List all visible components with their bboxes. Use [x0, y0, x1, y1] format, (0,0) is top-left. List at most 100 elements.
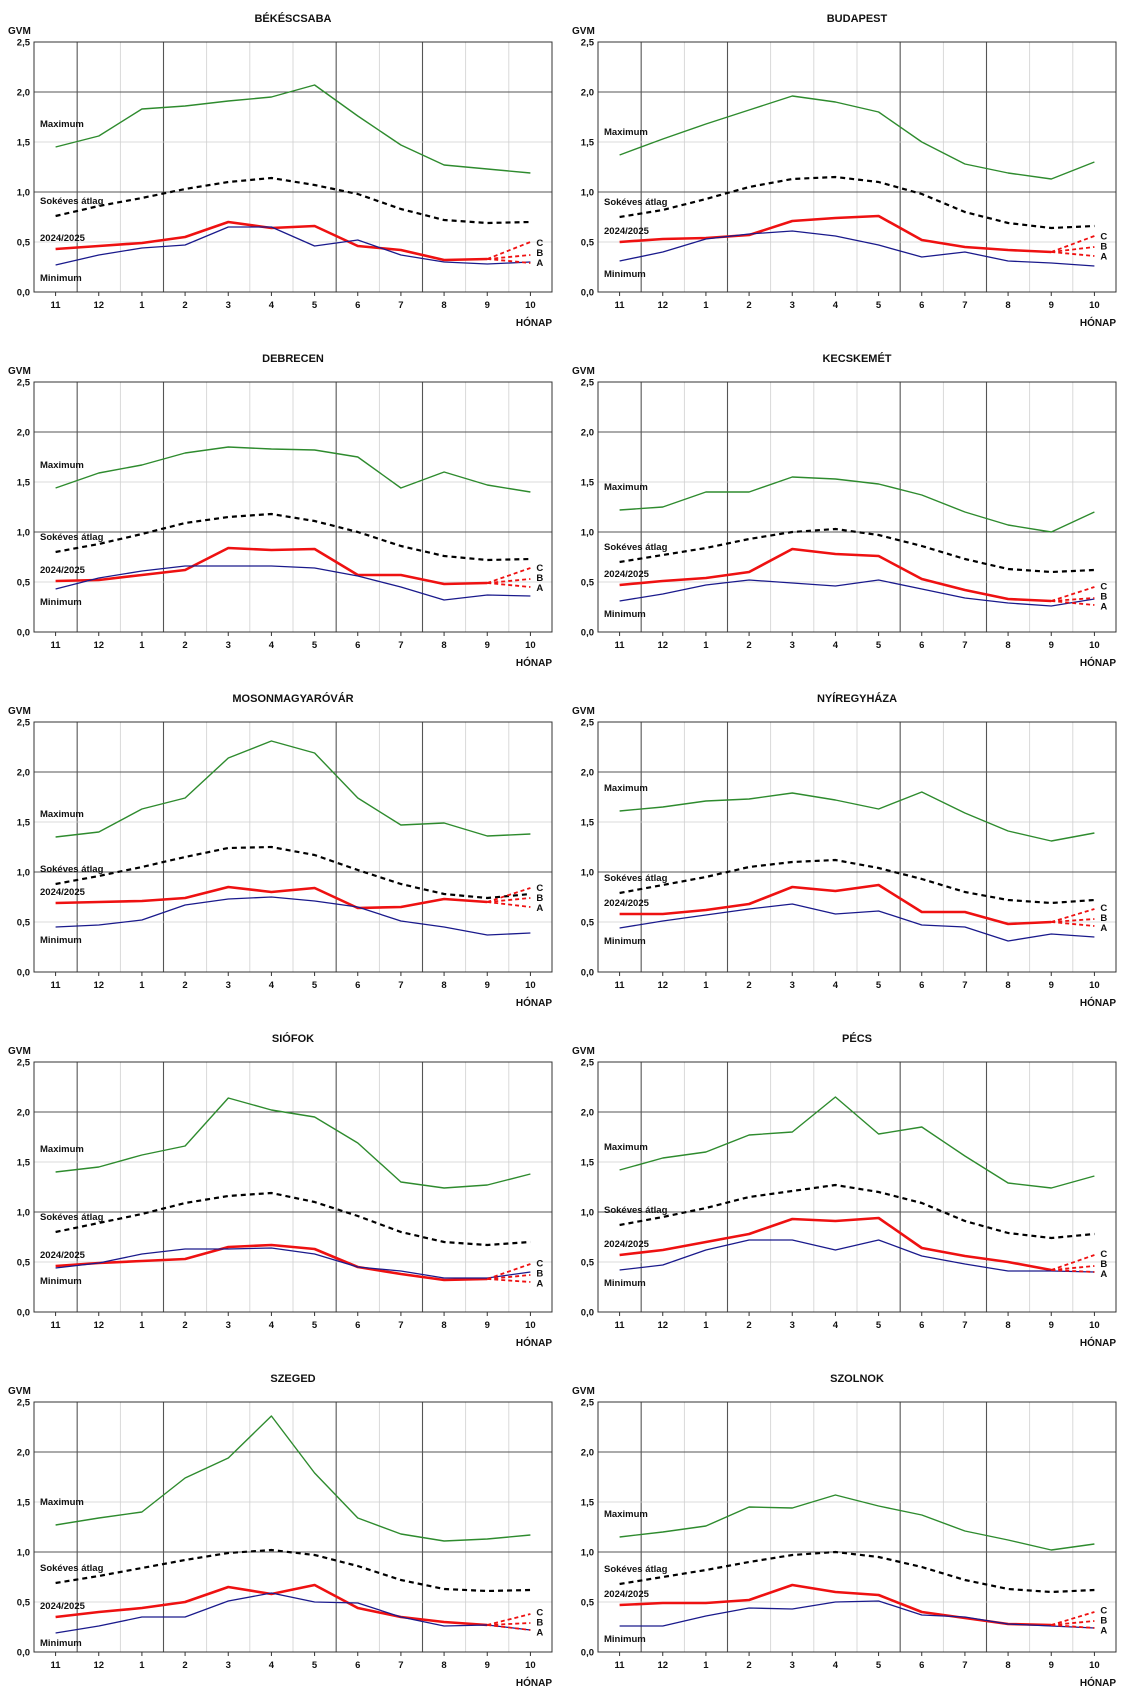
y-tick-label: 0,0 [581, 968, 594, 979]
scenario-label-c: C [536, 238, 543, 249]
scenario-label-b: B [536, 573, 543, 584]
scenario-label-a: A [1100, 923, 1107, 934]
scenario-line-b [1051, 1265, 1095, 1271]
y-axis-label: GVM [572, 706, 595, 717]
x-tick-label: 10 [1089, 1320, 1100, 1331]
x-tick-label: 5 [876, 1320, 882, 1331]
scenario-line-b [1051, 1620, 1095, 1626]
y-tick-label: 2,5 [17, 718, 31, 729]
series-label-max: Maximum [40, 1497, 84, 1508]
chart-title: MOSONMAGYARÓVÁR [232, 692, 353, 705]
x-tick-label: 1 [139, 980, 145, 991]
x-tick-label: 11 [51, 1660, 62, 1671]
scenario-line-b [487, 254, 531, 260]
scenario-line-a [1051, 251, 1095, 257]
x-tick-label: 3 [226, 980, 231, 991]
series-label-max: Maximum [40, 809, 84, 820]
y-tick-label: 1,5 [17, 478, 31, 489]
x-tick-label: 8 [441, 1320, 446, 1331]
x-axis-label: HÓNAP [1080, 316, 1116, 329]
x-tick-label: 7 [398, 1320, 403, 1331]
scenario-label-b: B [1100, 1259, 1107, 1270]
series-line-cur [55, 1243, 488, 1282]
y-tick-label: 1,0 [581, 1548, 594, 1559]
y-tick-label: 2,5 [17, 378, 31, 389]
x-tick-label: 5 [312, 1320, 318, 1331]
x-tick-label: 4 [833, 980, 839, 991]
x-tick-label: 11 [51, 1320, 62, 1331]
series-line-min [55, 896, 531, 936]
x-tick-label: 5 [312, 300, 318, 311]
x-axis-label: HÓNAP [516, 656, 552, 669]
y-tick-label: 1,0 [17, 188, 30, 199]
x-tick-label: 10 [525, 640, 536, 651]
scenario-label-a: A [1100, 1626, 1107, 1637]
y-axis-label: GVM [8, 1046, 31, 1057]
scenario-line-a [487, 582, 531, 588]
x-tick-label: 6 [355, 980, 360, 991]
chart-panel-nyíregyháza: NYÍREGYHÁZA GVM HÓNAP 0,0 0,5 1,0 1,5 2,0 2,5 11 1… [564, 680, 1128, 1020]
scenario-line-a [1051, 600, 1095, 606]
x-tick-label: 2 [182, 980, 187, 991]
series-line-max [619, 1494, 1095, 1551]
y-tick-label: 2,0 [17, 1108, 30, 1119]
x-tick-label: 12 [93, 1320, 104, 1331]
y-tick-label: 0,5 [581, 1258, 595, 1269]
series-label-max: Maximum [604, 482, 648, 493]
y-tick-label: 2,0 [17, 1448, 30, 1459]
x-tick-label: 7 [398, 300, 403, 311]
y-tick-label: 1,5 [581, 478, 595, 489]
y-tick-label: 2,0 [581, 768, 594, 779]
chart-title: SZOLNOK [830, 1373, 884, 1385]
scenario-line-a [487, 1624, 531, 1631]
series-label-max: Maximum [40, 460, 84, 471]
x-tick-label: 5 [876, 980, 882, 991]
y-tick-label: 1,0 [17, 1208, 30, 1219]
scenario-label-c: C [1100, 1606, 1107, 1617]
x-axis-label: HÓNAP [1080, 656, 1116, 669]
y-tick-label: 1,5 [581, 138, 595, 149]
x-tick-label: 4 [833, 1660, 839, 1671]
x-tick-label: 8 [441, 980, 446, 991]
y-tick-label: 1,0 [581, 1208, 594, 1219]
x-tick-label: 7 [962, 640, 967, 651]
x-tick-label: 9 [485, 1320, 490, 1331]
x-tick-label: 8 [441, 640, 446, 651]
series-line-avg [619, 1183, 1095, 1240]
x-axis-label: HÓNAP [516, 316, 552, 329]
y-tick-label: 0,0 [581, 628, 594, 639]
scenario-label-a: A [1100, 1269, 1107, 1280]
series-label-cur: 2024/2025 [40, 1250, 86, 1261]
series-line-min [55, 226, 531, 266]
chart-title: SIÓFOK [272, 1032, 314, 1045]
x-tick-label: 1 [139, 1320, 145, 1331]
series-label-avg: Sokéves átlag [604, 873, 668, 884]
x-tick-label: 3 [790, 980, 795, 991]
scenario-line-a [1051, 1269, 1095, 1273]
series-label-cur: 2024/2025 [604, 226, 650, 237]
x-tick-label: 7 [398, 980, 403, 991]
x-tick-label: 6 [355, 1320, 360, 1331]
y-tick-label: 1,5 [581, 1158, 595, 1169]
scenario-line-c [1050, 1254, 1095, 1271]
x-tick-label: 7 [962, 980, 967, 991]
x-tick-label: 12 [93, 640, 104, 651]
x-tick-label: 8 [1005, 640, 1010, 651]
scenario-label-a: A [536, 258, 543, 269]
x-tick-label: 6 [919, 1660, 924, 1671]
chart-panel-kecskemét: KECSKEMÉT GVM HÓNAP 0,0 0,5 1,0 1,5 2,0 2,5 11 12 1… [564, 340, 1128, 680]
chart-title: DEBRECEN [262, 353, 324, 365]
series-label-avg: Sokéves átlag [604, 542, 668, 553]
chart-title: KECSKEMÉT [822, 352, 891, 365]
scenario-line-a [487, 1278, 531, 1283]
x-tick-label: 5 [312, 980, 318, 991]
y-tick-label: 2,5 [17, 1398, 31, 1409]
scenario-line-c [486, 1263, 531, 1280]
y-tick-label: 0,5 [17, 1598, 31, 1609]
y-tick-label: 1,5 [581, 818, 595, 829]
series-line-max [619, 95, 1095, 180]
y-axis-label: GVM [8, 366, 31, 377]
